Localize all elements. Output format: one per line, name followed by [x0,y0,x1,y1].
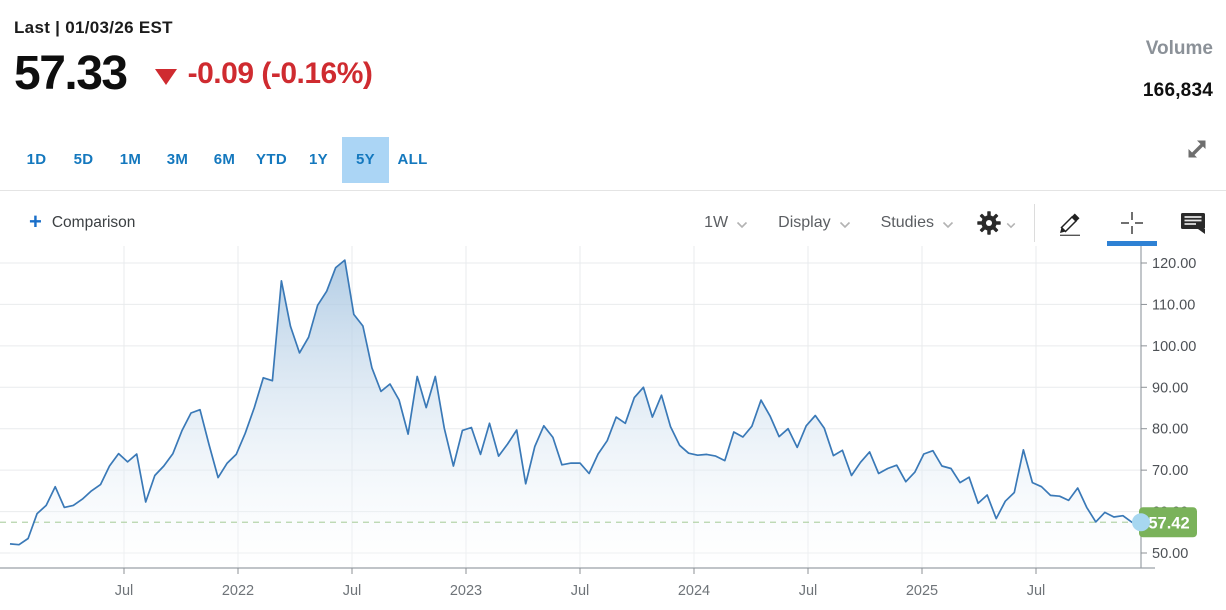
price-line [9,259,1141,546]
x-axis-label: 2022 [222,583,254,599]
draw-icon [1060,212,1080,236]
range-tabs: 1D 5D 1M 3M 6M YTD 1Y 5Y ALL [13,137,436,183]
studies-label: Studies [880,214,934,231]
x-axis-label: 2023 [450,583,482,599]
chart-toolbar: 1W Display Studies [704,200,1210,246]
chevron-down-icon [839,221,850,228]
area-fill [10,260,1141,568]
last-price: 57.33 [14,47,128,100]
x-axis-label: Jul [1027,583,1046,599]
y-axis-label: 90.00 [1152,380,1188,396]
x-axis-label: 2024 [678,583,710,599]
crosshair-tool-button[interactable] [1118,200,1146,246]
plus-icon: + [29,209,42,234]
range-tab-all[interactable]: ALL [397,151,428,168]
gear-icon [977,211,1001,235]
range-tab-5y[interactable]: 5Y [342,137,389,183]
display-dropdown[interactable]: Display [778,214,850,232]
range-tab-1m[interactable]: 1M [119,151,142,168]
range-tab-1y[interactable]: 1Y [309,151,328,168]
comparison-label: Comparison [51,214,136,231]
y-axis-label: 100.00 [1152,339,1196,355]
volume-label: Volume [1145,38,1213,59]
y-axis-label: 110.00 [1152,297,1195,313]
x-axis-label: Jul [571,583,590,599]
x-axis-label: Jul [115,583,134,599]
chevron-down-icon [942,221,954,228]
range-tab-5d[interactable]: 5D [73,151,94,168]
price-row: 57.33 -0.09 (-0.16%) [14,47,373,100]
interval-label: 1W [704,214,729,231]
studies-dropdown[interactable]: Studies [881,214,954,232]
add-comparison-button[interactable]: + Comparison [29,200,135,246]
last-price-badge [1139,507,1197,538]
settings-button[interactable] [976,210,1016,236]
draw-tool-button[interactable] [1057,200,1084,246]
x-axis-label: Jul [799,583,818,599]
range-tab-6m[interactable]: 6M [213,151,236,168]
expand-button[interactable] [1180,132,1214,166]
annotation-button[interactable] [1180,200,1206,246]
volume-value: 166,834 [1142,80,1213,101]
y-axis-label: 80.00 [1152,422,1188,438]
expand-icon [1188,140,1206,158]
section-divider [0,190,1226,191]
annotation-icon [1181,213,1205,234]
last-price-badge-label: 57.42 [1148,514,1189,532]
crosshair-icon [1121,212,1143,234]
range-tab-ytd[interactable]: YTD [256,151,287,168]
last-price-marker [1132,513,1150,532]
y-axis-label: 120.00 [1152,256,1196,272]
range-tab-3m[interactable]: 3M [166,151,189,168]
price-chart[interactable]: Jul 2022 Jul 2023 Jul 2024 Jul 2025 Jul 120.00 110… [0,240,1226,610]
chevron-down-icon [737,221,748,228]
interval-dropdown[interactable]: 1W [704,214,748,232]
chevron-down-icon [1006,222,1016,228]
display-label: Display [778,214,831,231]
y-axis-label: 50.00 [1152,546,1188,562]
price-change: -0.09 (-0.16%) [187,57,373,90]
down-arrow-icon [154,69,177,85]
y-axis-label: 70.00 [1152,463,1188,479]
x-axis-label: 2025 [906,583,938,599]
range-tab-1d[interactable]: 1D [26,151,47,168]
toolbar-divider [1034,204,1035,242]
x-axis-label: Jul [343,583,362,599]
last-date-label: Last | 01/03/26 EST [14,18,173,37]
